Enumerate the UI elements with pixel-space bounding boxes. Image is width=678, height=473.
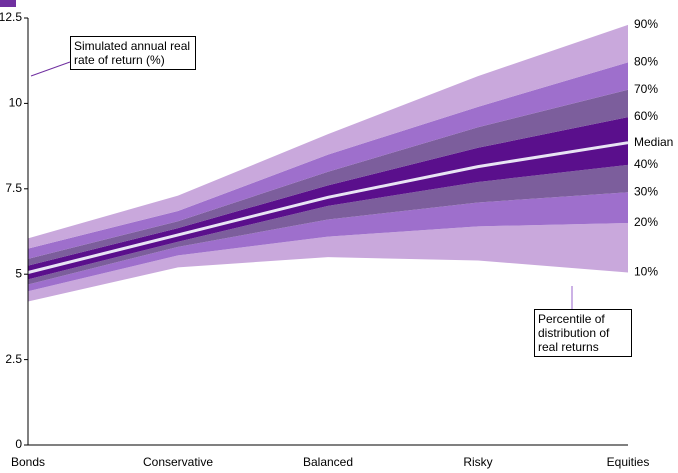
band [28,142,628,280]
band [28,24,628,249]
legend-label: 40% [634,157,658,171]
x-tick-label: Equities [607,455,650,469]
x-tick-label: Balanced [303,455,353,469]
y-tick-label: 5 [15,266,22,280]
band [28,222,628,302]
median-line [27,141,629,274]
arrow [30,61,71,77]
y-tick-label: 0 [15,437,22,451]
x-tick-label: Conservative [143,455,213,469]
x-tick-label: Bonds [11,455,45,469]
legend-label: 90% [634,17,658,31]
legend-label: Median [634,135,673,149]
band [28,62,628,259]
legend-label: 70% [634,82,658,96]
legend-label: 80% [634,55,658,69]
legend-label: 30% [634,184,658,198]
legend-label: 10% [634,265,658,279]
y-tick-label: 12.5 [0,10,22,24]
y-tick-label: 10 [9,96,23,110]
annotation: Percentile of distribution of real retur… [534,309,632,357]
band [28,192,628,292]
legend-label: 20% [634,215,658,229]
legend-label: 60% [634,109,658,123]
annotation: Simulated annual real rate of return (%) [70,36,196,70]
corner-mark [0,0,16,7]
y-tick-label: 2.5 [5,352,22,366]
band [28,164,628,285]
x-tick-label: Risky [463,455,492,469]
y-tick-label: 7.5 [5,181,22,195]
band [28,89,628,266]
